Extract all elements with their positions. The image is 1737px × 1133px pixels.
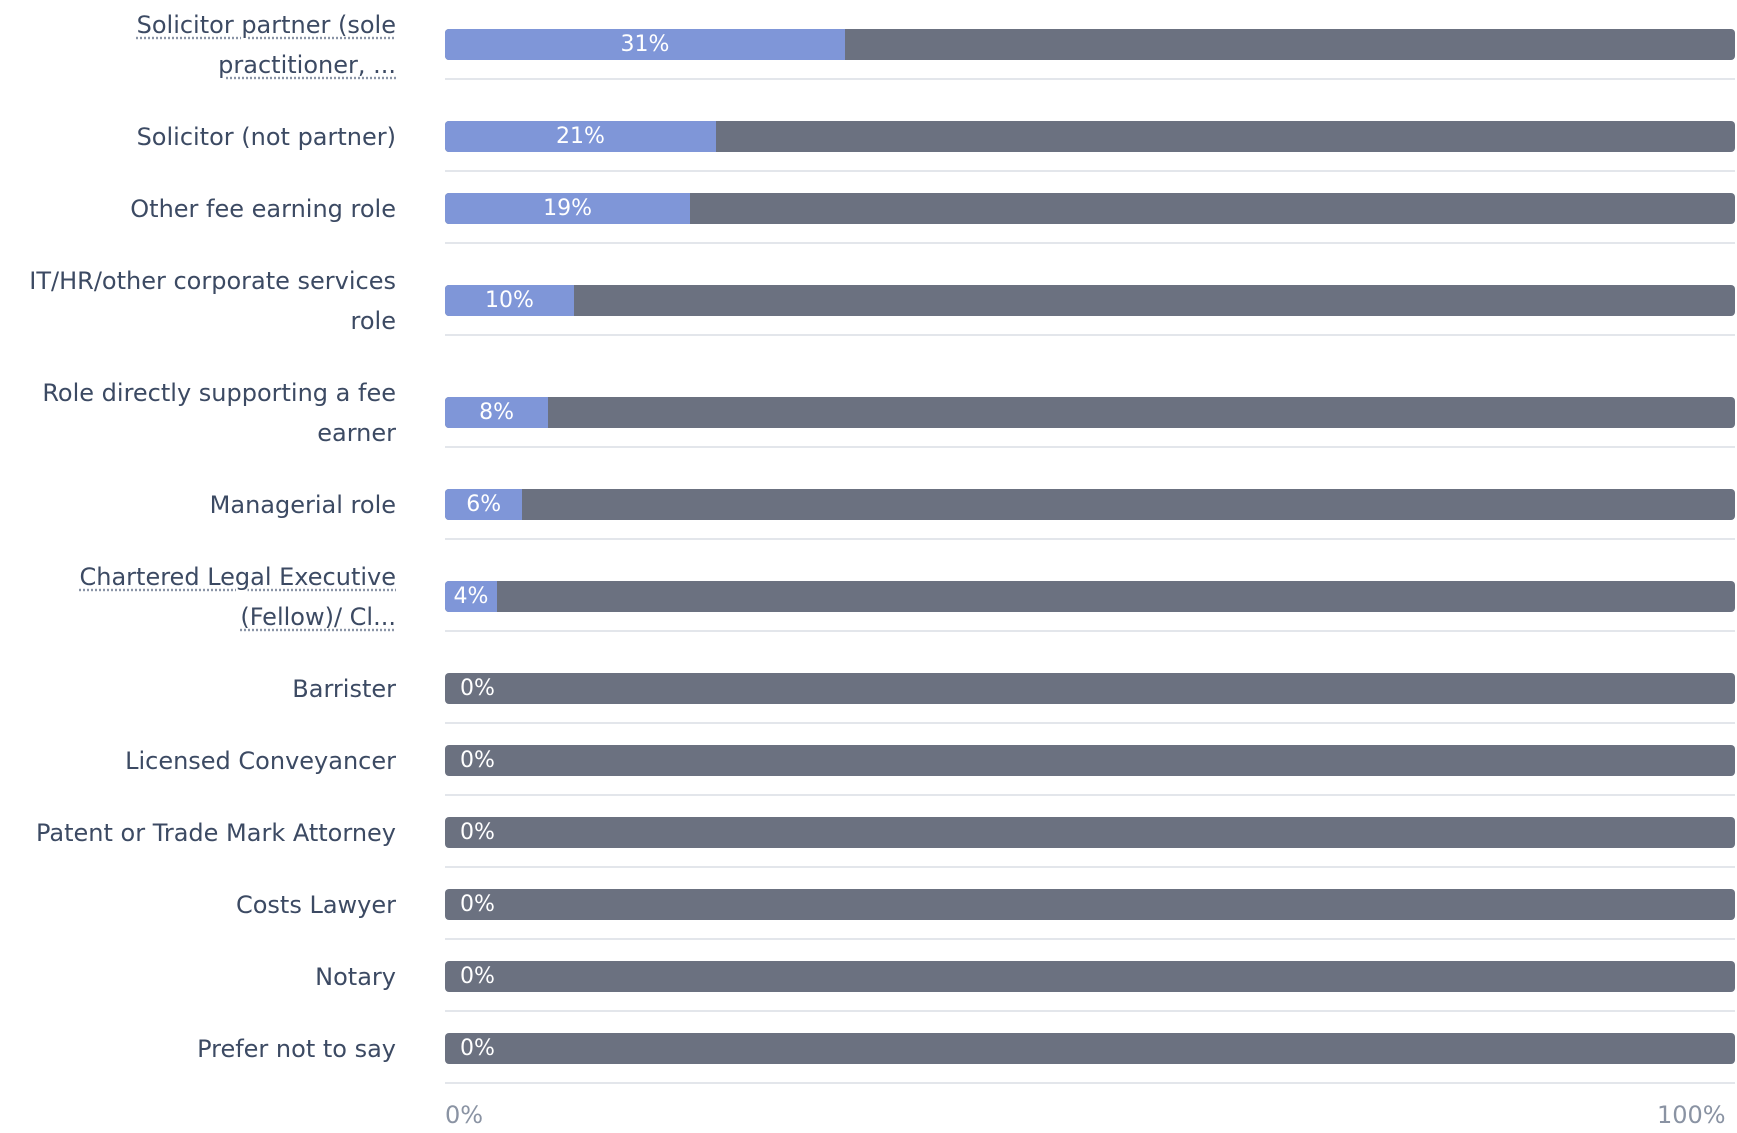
bar-value-label: 10% [485, 288, 534, 313]
bar-value-label: 0% [460, 820, 495, 845]
bar-remainder: 21% [445, 121, 1735, 152]
bar-remainder: 10% [445, 285, 1735, 316]
category-label: Role directly supporting a fee earner [0, 373, 396, 453]
category-label: Solicitor (not partner) [0, 117, 396, 157]
bar-remainder: 19% [445, 193, 1735, 224]
bar-value [445, 29, 845, 60]
row-separator [445, 538, 1735, 540]
bar-remainder: 0% [445, 961, 1735, 992]
bar-value-label: 0% [460, 964, 495, 989]
bar-value [445, 581, 497, 612]
row-separator [445, 242, 1735, 244]
bar-remainder: 0% [445, 673, 1735, 704]
row-separator [445, 1010, 1735, 1012]
bar-remainder: 0% [445, 745, 1735, 776]
bar-value [445, 489, 523, 520]
category-label-text: Costs Lawyer [235, 890, 396, 919]
bar-value [445, 285, 574, 316]
category-label-text: Prefer not to say [197, 1034, 396, 1063]
category-label-text: Role directly supporting a fee earner [42, 378, 396, 447]
category-label: IT/HR/other corporate services role [0, 261, 396, 341]
category-label-text: Notary [315, 962, 396, 991]
bar-value-label: 6% [466, 492, 502, 517]
category-label: Costs Lawyer [0, 885, 396, 925]
row-separator [445, 630, 1735, 632]
category-label-text: Managerial role [209, 490, 396, 519]
row-separator [445, 334, 1735, 336]
bar-remainder: 4% [445, 581, 1735, 612]
category-label-text: Solicitor partner (sole practitioner, ..… [136, 10, 396, 79]
x-axis-tick-label: 100% [1657, 1101, 1726, 1129]
category-label: Notary [0, 957, 396, 997]
category-label-text: Solicitor (not partner) [136, 122, 396, 151]
category-label-text: IT/HR/other corporate services role [29, 266, 396, 335]
row-separator [445, 722, 1735, 724]
bar-value-label: 4% [453, 584, 489, 609]
bar-remainder: 6% [445, 489, 1735, 520]
category-label: Managerial role [0, 485, 396, 525]
bar-value-label: 0% [460, 892, 495, 917]
bar-value-label: 0% [460, 676, 495, 701]
x-axis-tick-label: 0% [445, 1101, 484, 1129]
row-separator [445, 446, 1735, 448]
row-separator [445, 866, 1735, 868]
category-label: Other fee earning role [0, 189, 396, 229]
category-label-text: Chartered Legal Executive (Fellow)/ Cl..… [79, 562, 397, 631]
bar-value-label: 0% [460, 748, 495, 773]
row-separator [445, 1082, 1735, 1084]
bar-value-label: 0% [460, 1036, 495, 1061]
bar-value-label: 19% [543, 196, 592, 221]
row-separator [445, 938, 1735, 940]
bar-remainder: 0% [445, 1033, 1735, 1064]
category-label: Licensed Conveyancer [0, 741, 396, 781]
category-label: Barrister [0, 669, 396, 709]
category-label-text: Barrister [292, 674, 396, 703]
category-label: Prefer not to say [0, 1029, 396, 1069]
bar-value-label: 31% [620, 32, 670, 57]
bar-remainder: 0% [445, 817, 1735, 848]
bar-value [445, 121, 716, 152]
category-label: Patent or Trade Mark Attorney [0, 813, 396, 853]
row-separator [445, 794, 1735, 796]
category-label-text: Other fee earning role [130, 194, 396, 223]
category-label[interactable]: Solicitor partner (sole practitioner, ..… [0, 5, 396, 85]
bar-value [445, 193, 691, 224]
category-label[interactable]: Chartered Legal Executive (Fellow)/ Cl..… [0, 557, 397, 637]
category-label-text: Licensed Conveyancer [125, 746, 396, 775]
bar-remainder: 8% [445, 397, 1735, 428]
bar-value-label: 21% [555, 124, 605, 149]
bar-remainder: 31% [445, 29, 1735, 60]
category-label-text: Patent or Trade Mark Attorney [36, 818, 396, 847]
row-separator [445, 78, 1735, 80]
bar-remainder: 0% [445, 889, 1735, 920]
row-separator [445, 170, 1735, 172]
bar-value [445, 397, 549, 428]
bar-value-label: 8% [479, 400, 515, 425]
